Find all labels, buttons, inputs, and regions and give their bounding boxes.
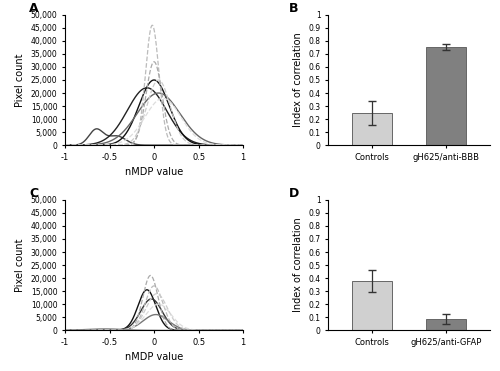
X-axis label: nMDP value: nMDP value <box>125 167 183 177</box>
Y-axis label: Pixel count: Pixel count <box>15 238 25 292</box>
Text: A: A <box>30 2 39 15</box>
Y-axis label: Pixel count: Pixel count <box>15 53 25 107</box>
X-axis label: nMDP value: nMDP value <box>125 352 183 362</box>
Bar <box>426 47 466 145</box>
Y-axis label: Index of correlation: Index of correlation <box>293 33 303 127</box>
Text: C: C <box>30 187 38 200</box>
Text: D: D <box>289 187 300 200</box>
Bar <box>426 319 466 330</box>
Bar <box>352 113 393 145</box>
Bar <box>352 281 393 330</box>
Y-axis label: Index of correlation: Index of correlation <box>293 218 303 312</box>
Text: B: B <box>289 2 298 15</box>
